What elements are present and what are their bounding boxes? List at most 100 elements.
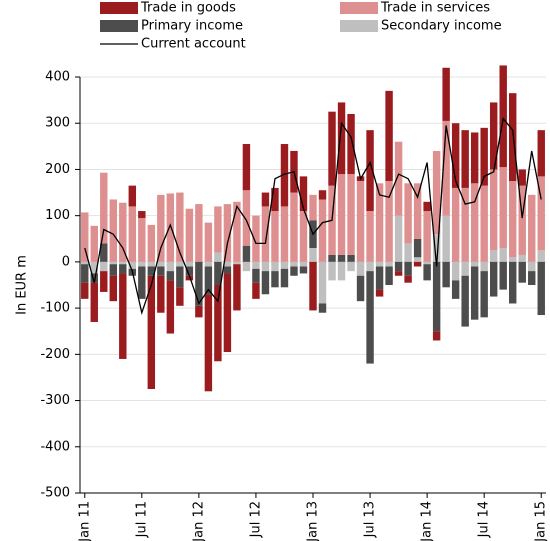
bar-segment [375, 289, 384, 297]
bar-segment [318, 303, 327, 313]
bar-segment [233, 264, 241, 311]
bar-segment [119, 273, 127, 359]
legend-swatch [100, 20, 138, 32]
bar-segment [309, 248, 317, 262]
x-tick-label: Jul 12 [248, 501, 263, 538]
bar-segment [489, 261, 498, 297]
bar-segment [223, 261, 232, 267]
bar-segment [385, 90, 393, 181]
bar-segment [451, 261, 460, 281]
bar-segment [385, 181, 393, 262]
bar-segment [100, 271, 108, 292]
legend-label: Secondary income [381, 19, 502, 34]
bar-segment [271, 261, 279, 272]
bar-segment [375, 183, 384, 262]
bar-segment [195, 261, 203, 306]
bar-segment [385, 261, 393, 267]
bar-segment [318, 199, 327, 262]
x-tick-label: Jan 14 [420, 501, 435, 541]
bar-segment [223, 204, 232, 262]
bar-segment [470, 183, 479, 262]
bar-segment [366, 130, 374, 212]
y-tick-label: -500 [40, 486, 70, 501]
bar-segment [461, 187, 469, 262]
bar-segment [394, 141, 403, 216]
y-tick-label: 100 [45, 208, 70, 223]
bar-segment [109, 261, 117, 265]
bar-segment [413, 238, 422, 258]
bar-segment [100, 243, 108, 262]
bar-segment [356, 181, 365, 262]
bar-segment [528, 261, 536, 272]
bar-segment [356, 261, 365, 276]
bar-segment [509, 261, 517, 304]
y-tick-label: 300 [45, 116, 70, 131]
bar-segment [375, 266, 384, 290]
bar-segment [299, 176, 308, 212]
bar-segment [195, 204, 203, 262]
bar-segment [489, 102, 498, 170]
x-tick-label: Jan 12 [191, 501, 206, 541]
bar-segment [252, 282, 260, 299]
bar-segment [223, 273, 232, 353]
bar-segment [509, 93, 517, 181]
bar-segment [157, 266, 165, 276]
bar-segment [537, 130, 545, 177]
legend-swatch [340, 2, 378, 14]
bar-segment [204, 294, 213, 392]
bar-segment [518, 261, 526, 283]
bar-segment [309, 194, 317, 221]
bar-segment [318, 261, 327, 304]
bar-segment [233, 201, 241, 262]
bar-segment [261, 271, 270, 295]
bar-segment [157, 275, 165, 313]
bar-segment [518, 169, 526, 186]
bar-segment [309, 261, 317, 311]
bar-segment [489, 169, 498, 251]
bar-segment [90, 282, 98, 322]
legend-label: Current account [141, 37, 246, 52]
bar-segment [337, 174, 346, 255]
bar-segment [537, 176, 545, 251]
bar-segment [81, 212, 89, 262]
bar-segment [470, 132, 479, 184]
bar-segment [185, 261, 194, 267]
bar-segment [271, 271, 279, 288]
bar-segment [185, 275, 194, 281]
bar-segment [528, 271, 536, 285]
bar-segment [252, 261, 260, 269]
bar-segment [404, 275, 412, 283]
bar-segment [233, 261, 241, 265]
bar-segment [480, 185, 488, 262]
bar-segment [176, 192, 184, 262]
x-tick-label: Jan 15 [534, 501, 549, 541]
bar-segment [242, 261, 251, 272]
bar-segment [185, 266, 194, 276]
bar-segment [423, 201, 431, 212]
bar-segment [166, 193, 175, 262]
bar-segment [138, 217, 146, 262]
bar-segment [366, 211, 374, 262]
legend-label: Trade in services [380, 1, 490, 16]
bar-segment [261, 206, 270, 262]
bar-segment [138, 211, 146, 218]
bar-segment [223, 266, 232, 274]
x-tick-label: Jul 13 [363, 501, 378, 538]
bar-segment [204, 222, 213, 262]
bar-segment [261, 261, 270, 272]
legend-label: Trade in goods [140, 1, 236, 16]
bar-segment [252, 215, 260, 262]
bar-segment [176, 261, 184, 267]
y-tick-label: -300 [40, 393, 70, 408]
y-tick-label: -100 [40, 301, 70, 316]
bar-segment [214, 261, 222, 285]
bar-segment [81, 264, 89, 283]
bar-segment [81, 282, 89, 299]
bar-segment [499, 167, 507, 249]
y-tick-label: -200 [40, 347, 70, 362]
bar-segment [509, 181, 517, 258]
bar-segment [537, 261, 545, 316]
bar-segment [413, 183, 422, 239]
bar-segment [290, 261, 298, 267]
